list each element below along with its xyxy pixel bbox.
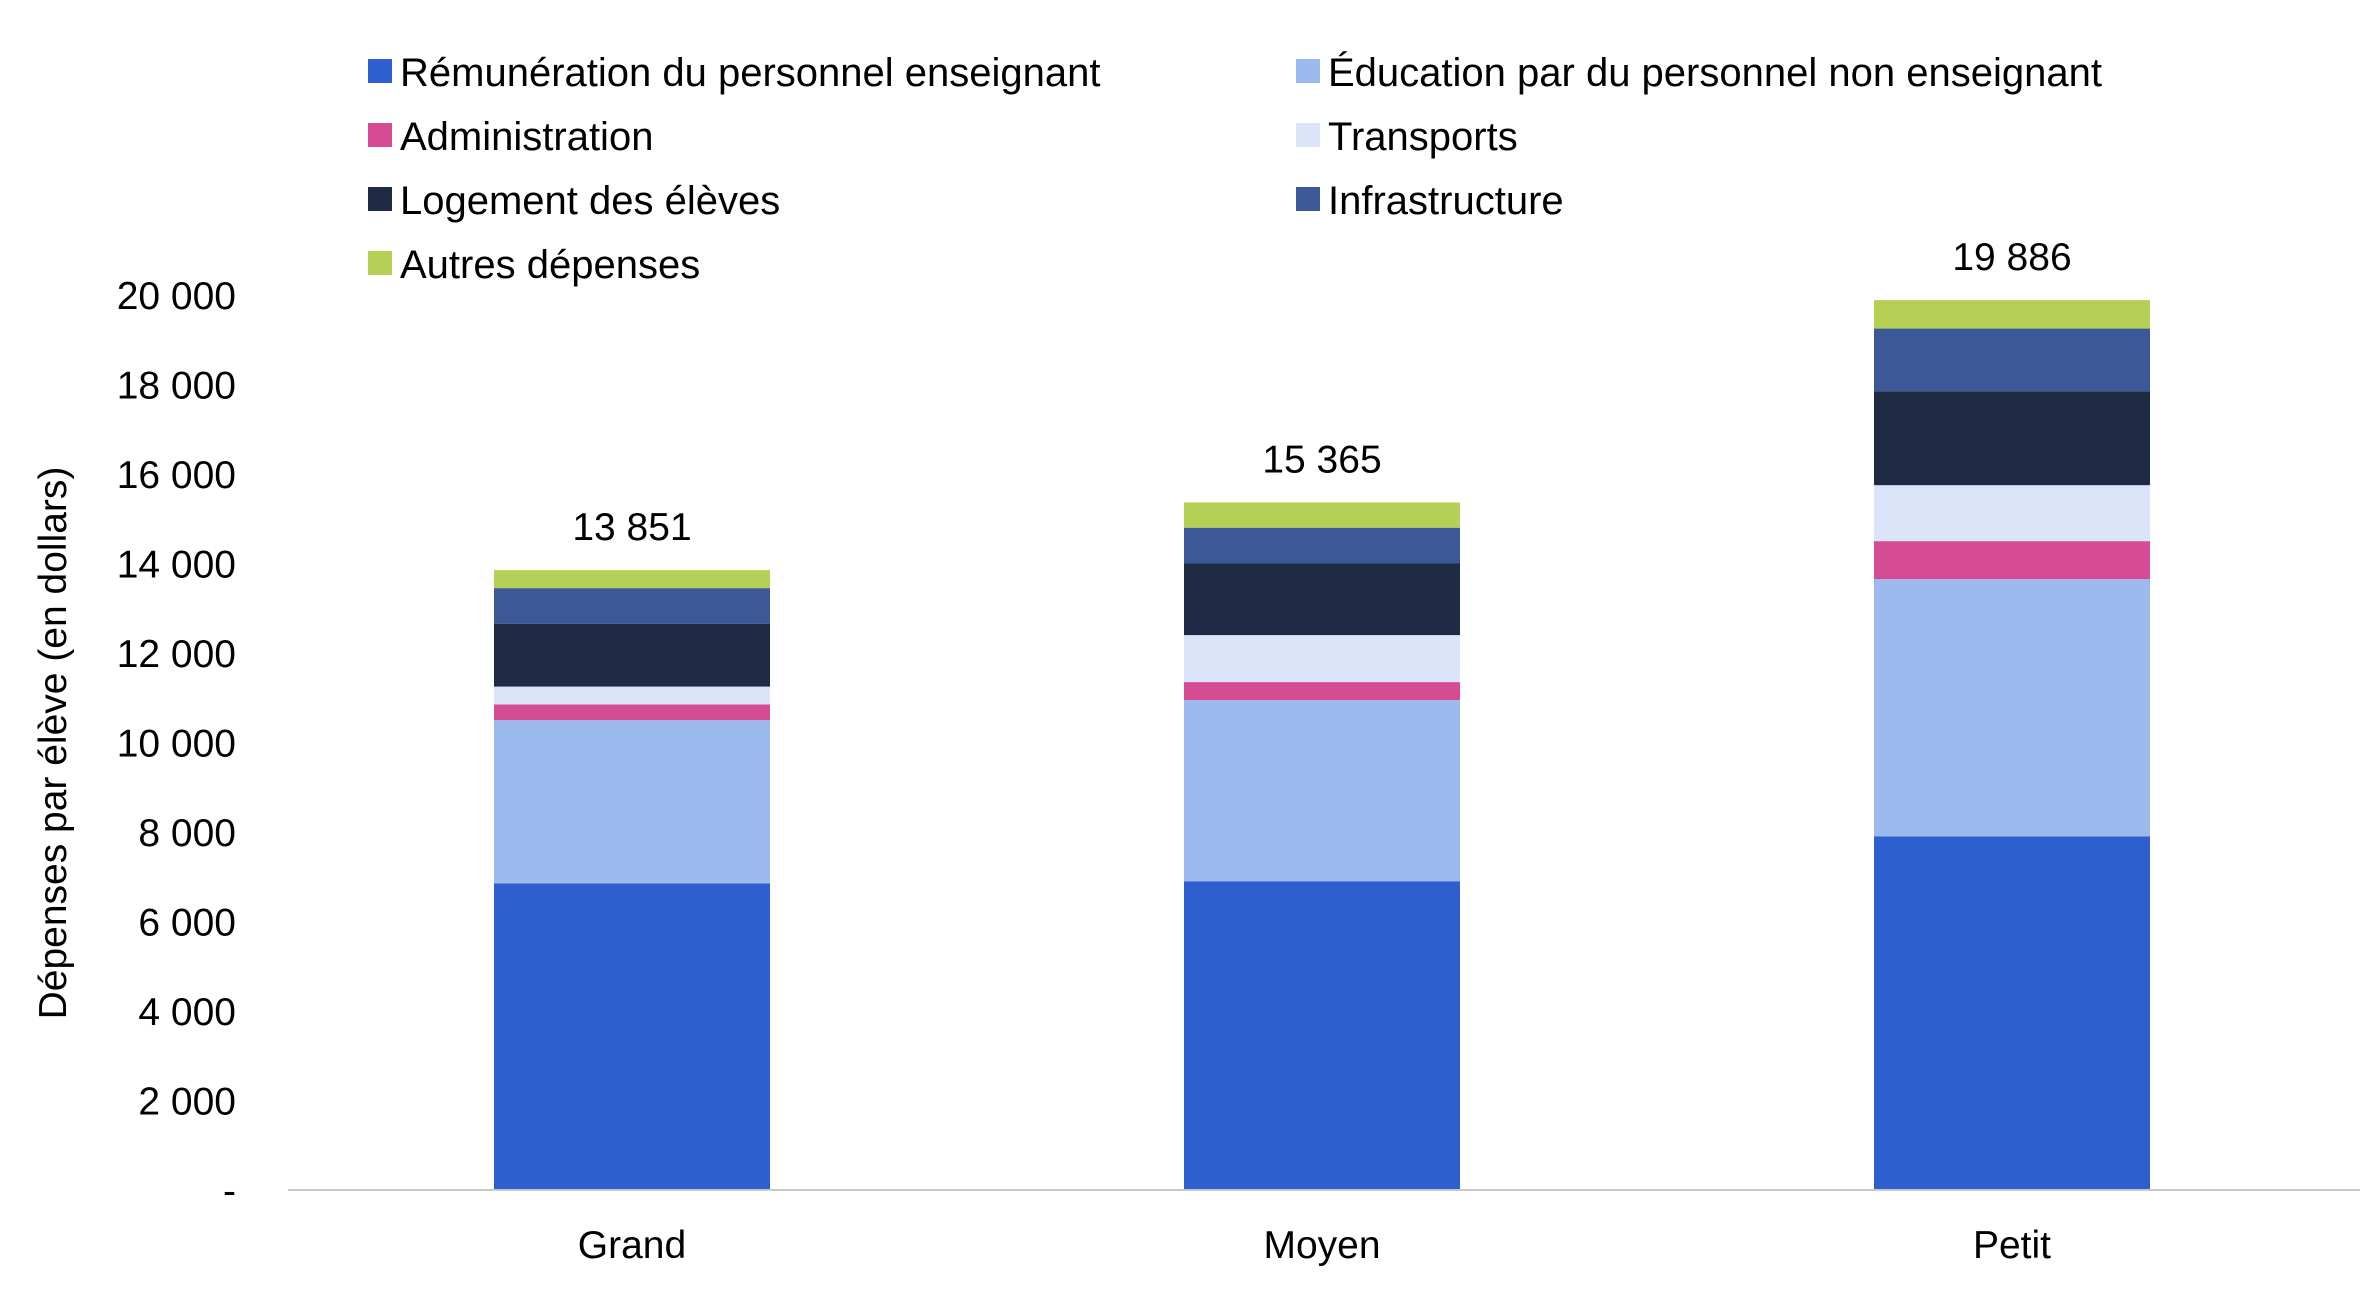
- legend-swatch: [368, 59, 392, 83]
- y-tick-label: 8 000: [138, 812, 236, 855]
- y-tick-label: 20 000: [117, 275, 236, 318]
- bar-segment: [1184, 682, 1460, 700]
- y-tick-label: 18 000: [117, 365, 236, 408]
- bar-segment: [494, 720, 770, 884]
- legend-item: Autres dépenses: [368, 243, 700, 287]
- legend-label: Autres dépenses: [400, 243, 700, 287]
- bar-segment: [494, 704, 770, 721]
- legend-label: Administration: [400, 115, 653, 159]
- bar-segment: [494, 570, 770, 589]
- y-tick-label: 6 000: [138, 902, 236, 945]
- legend-label: Rémunération du personnel enseignant: [400, 51, 1101, 95]
- total-data-label: 15 365: [1262, 438, 1381, 481]
- bar-segment: [1874, 541, 2150, 580]
- legend-swatch: [368, 187, 392, 211]
- bar-segment: [1184, 527, 1460, 564]
- legend-label: Éducation par du personnel non enseignan…: [1328, 50, 2102, 95]
- y-tick-label: 4 000: [138, 991, 236, 1034]
- legend-label: Transports: [1328, 115, 1518, 159]
- bar-segment: [494, 623, 770, 687]
- bar-segment: [494, 588, 770, 624]
- total-data-label: 13 851: [572, 506, 691, 549]
- legend-swatch: [1296, 187, 1320, 211]
- y-tick-label: 16 000: [117, 454, 236, 497]
- bar-segment: [1874, 579, 2150, 837]
- bar-segment: [1874, 391, 2150, 486]
- x-tick-label: Grand: [578, 1224, 686, 1267]
- legend-label: Infrastructure: [1328, 179, 1564, 223]
- bar-segment: [1874, 836, 2150, 1190]
- y-tick-label: 2 000: [138, 1081, 236, 1124]
- bar-segment: [1874, 328, 2150, 392]
- y-tick-label: 10 000: [117, 723, 236, 766]
- bar-segment: [1184, 502, 1460, 528]
- legend-item: Logement des élèves: [368, 179, 780, 223]
- y-tick-label: 14 000: [117, 544, 236, 587]
- legend-item: Infrastructure: [1296, 179, 1564, 223]
- x-tick-label: Moyen: [1263, 1224, 1380, 1267]
- legend-swatch: [1296, 59, 1320, 83]
- bar-segment: [1184, 635, 1460, 683]
- y-tick-label: -: [223, 1170, 236, 1213]
- bar-segment: [494, 686, 770, 705]
- legend-swatch: [1296, 123, 1320, 147]
- total-data-label: 19 886: [1952, 236, 2071, 279]
- bar-segment: [1184, 563, 1460, 636]
- legend-swatch: [368, 123, 392, 147]
- x-tick-label: Petit: [1973, 1224, 2051, 1267]
- bar-segment: [1184, 699, 1460, 882]
- legend-item: Administration: [368, 115, 653, 159]
- legend-item: Éducation par du personnel non enseignan…: [1296, 50, 2102, 95]
- legend-item: Rémunération du personnel enseignant: [368, 51, 1101, 95]
- legend-swatch: [368, 251, 392, 275]
- legend-item: Transports: [1296, 115, 1518, 159]
- bar-segment: [1874, 300, 2150, 329]
- bar-segment: [494, 883, 770, 1190]
- bar-segment: [1874, 485, 2150, 542]
- y-axis-title: Dépenses par élève (en dollars): [32, 467, 75, 1020]
- y-tick-label: 12 000: [117, 633, 236, 676]
- bar-segment: [1184, 881, 1460, 1190]
- legend-label: Logement des élèves: [400, 179, 780, 223]
